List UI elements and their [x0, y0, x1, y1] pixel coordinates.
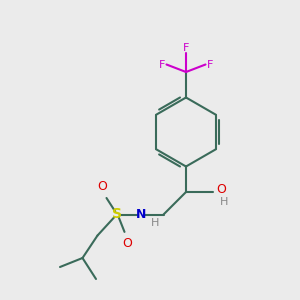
Text: N: N [136, 208, 146, 221]
Text: O: O [97, 181, 107, 194]
Text: F: F [159, 59, 165, 70]
Text: F: F [207, 59, 213, 70]
Text: S: S [112, 208, 122, 221]
Text: H: H [220, 197, 228, 207]
Text: O: O [123, 237, 132, 250]
Text: H: H [151, 218, 159, 228]
Text: F: F [183, 43, 189, 53]
Text: O: O [216, 183, 226, 196]
